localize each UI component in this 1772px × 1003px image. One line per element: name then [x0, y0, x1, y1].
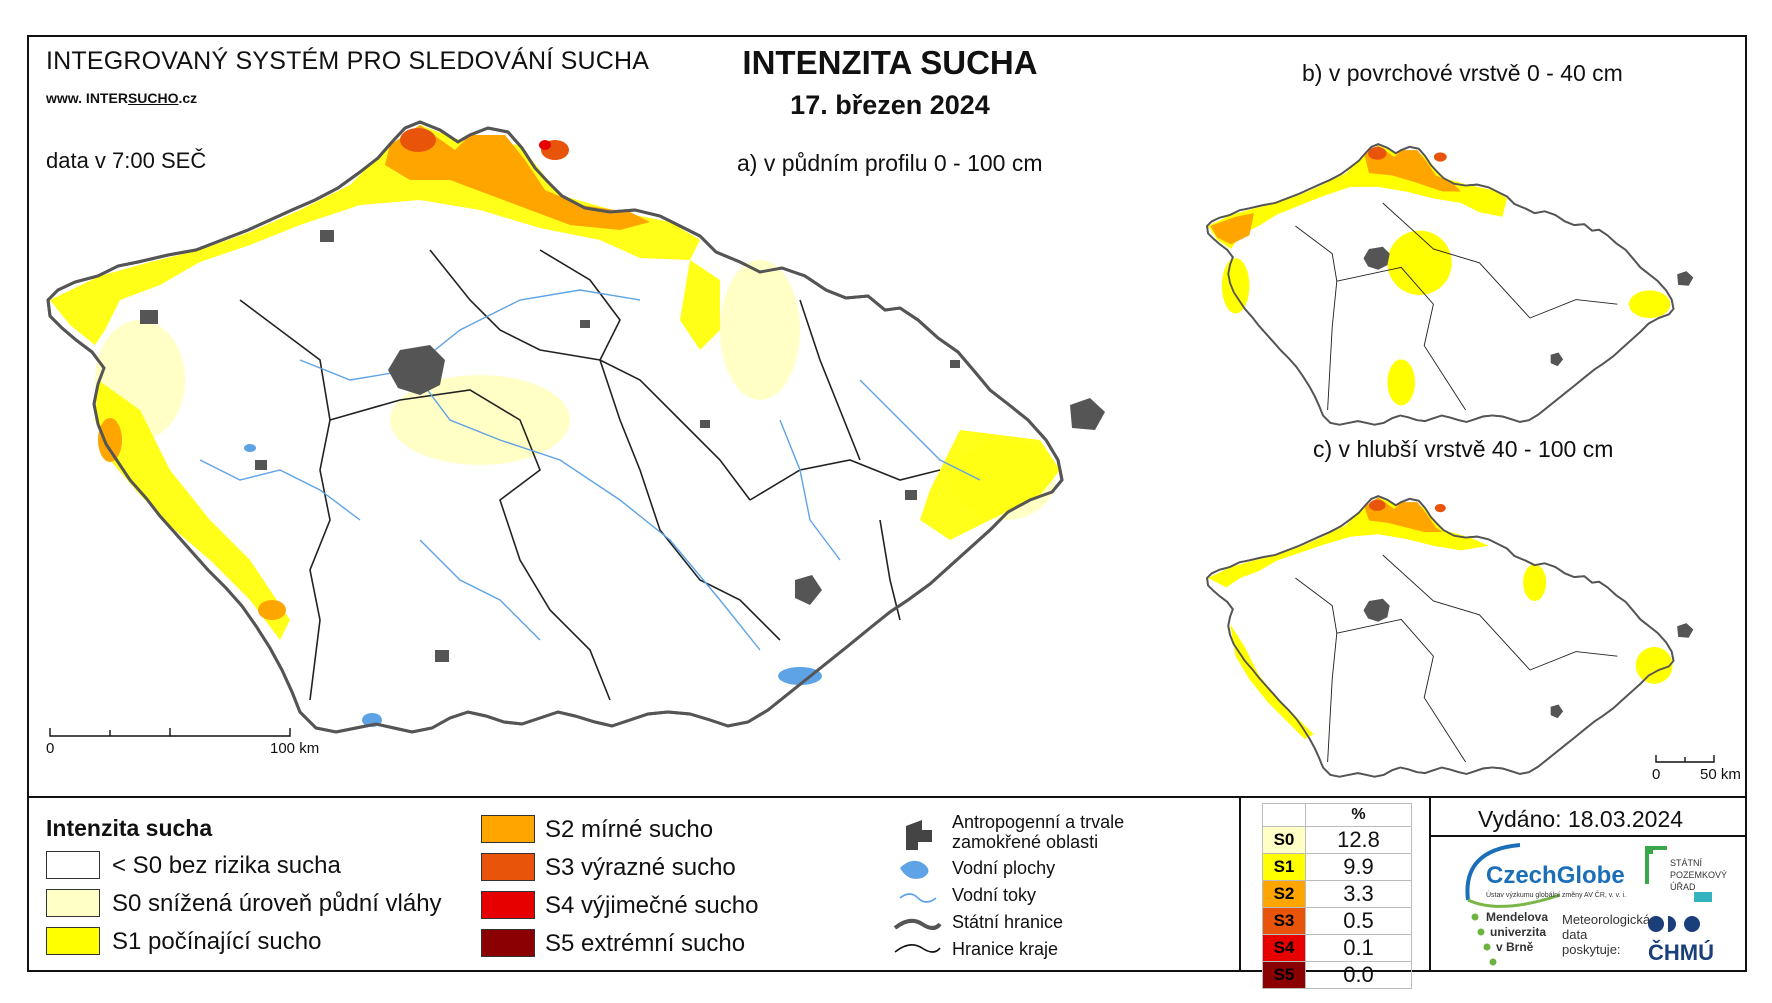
legend-swatch-s5 — [481, 929, 535, 957]
legend-label-s5: S5 extrémní sucho — [545, 930, 746, 957]
map-b-surface — [1206, 143, 1694, 426]
table-header-percent: % — [1305, 803, 1412, 827]
legend-swatch-s4 — [481, 891, 535, 919]
mendel-line-2: univerzita — [1490, 925, 1547, 939]
scale-main-start: 0 — [46, 740, 55, 757]
state-border-icon — [893, 918, 942, 930]
table-header-row: % — [1262, 803, 1412, 827]
system-name: INTEGROVANÝ SYSTÉM PRO SLEDOVÁNÍ SUCHA — [46, 47, 650, 75]
legend-swatch-none — [46, 851, 100, 879]
footer-dividers — [27, 796, 1747, 972]
legend-region-border-label: Hranice kraje — [952, 939, 1059, 959]
scale-main-end: 100 km — [270, 740, 320, 757]
legend-label-s1: S1 počínající sucho — [112, 928, 322, 955]
legend-label-s2: S2 mírné sucho — [545, 816, 714, 843]
table-row: S0 12.8 — [1262, 826, 1412, 854]
legend-urban-label-1: Antropogenní a trvale — [952, 812, 1125, 832]
met-line-3: poskytuje: — [1562, 942, 1621, 957]
table-row: S4 0.1 — [1262, 934, 1412, 962]
table-code-s3: S3 — [1262, 907, 1306, 935]
chmu-logo[interactable] — [1648, 916, 1700, 932]
table-value-s1: 9.9 — [1305, 853, 1412, 881]
map-date: 17. březen 2024 — [790, 90, 990, 120]
legend-state-border-label: Státní hranice — [952, 912, 1064, 932]
spu-line-2: POZEMKOVÝ — [1670, 870, 1728, 880]
urban-areas — [140, 230, 1105, 662]
table-value-s5: 0.0 — [1305, 961, 1412, 989]
table-row: S1 9.9 — [1262, 853, 1412, 881]
data-time: data v 7:00 SEČ — [46, 148, 207, 173]
scale-bar-small — [1655, 755, 1715, 763]
czechglobe-subtitle: Ústav výzkumu globální změny AV ČR, v. v… — [1486, 892, 1627, 899]
rivers — [199, 289, 981, 651]
mendel-line-3: v Brně — [1496, 940, 1534, 954]
table-code-s0: S0 — [1262, 826, 1306, 854]
met-line-1: Meteorologická — [1562, 912, 1651, 927]
map-c-deep — [1206, 495, 1694, 778]
legend-swatch-s1 — [46, 927, 100, 955]
map-a-label: a) v půdním profilu 0 - 100 cm — [737, 150, 1043, 176]
scale-bar-main — [49, 728, 291, 737]
czechglobe-name: CzechGlobe — [1486, 862, 1625, 889]
table-code-s1: S1 — [1262, 853, 1306, 881]
mendel-line-1: Mendelova — [1486, 910, 1549, 924]
map-b-label: b) v povrchové vrstvě 0 - 40 cm — [1302, 60, 1623, 86]
table-value-s3: 0.5 — [1305, 907, 1412, 935]
chmu-name: ČHMÚ — [1648, 940, 1714, 965]
spu-logo[interactable] — [1645, 846, 1712, 902]
table-row: S2 3.3 — [1262, 880, 1412, 908]
legend-swatch-s2 — [481, 815, 535, 843]
table-code-s5: S5 — [1262, 961, 1306, 989]
table-value-s0: 12.8 — [1305, 826, 1412, 854]
legend-label-s0: S0 snížená úroveň půdní vláhy — [112, 890, 442, 917]
legend-water-label: Vodní plochy — [952, 858, 1056, 878]
s2-zones — [98, 125, 650, 620]
water-body-icon — [900, 860, 929, 879]
urban-area-icon — [906, 820, 932, 850]
spu-line-1: STÁTNÍ — [1670, 858, 1703, 868]
table-code-s2: S2 — [1262, 880, 1306, 908]
s4-zones — [539, 140, 551, 150]
drought-percentage-table: % S0 12.8 S1 9.9 S2 3.3 S3 0.5 S4 0.1 S5 0.0 — [1262, 803, 1412, 989]
table-row: S3 0.5 — [1262, 907, 1412, 935]
legend-river-label: Vodní toky — [952, 885, 1037, 905]
map-c-label: c) v hlubší vrstvě 40 - 100 cm — [1313, 436, 1614, 462]
scale-small-end: 50 km — [1700, 766, 1741, 783]
table-row: S5 0.0 — [1262, 961, 1412, 989]
scale-small-start: 0 — [1652, 766, 1661, 783]
water-bodies — [244, 444, 822, 727]
website-link[interactable]: www. INTERSUCHO.cz — [46, 90, 198, 106]
legend-swatch-s3 — [481, 853, 535, 881]
legend-label-s3: S3 výrazné sucho — [545, 854, 736, 881]
legend-label-none: < S0 bez rizika sucha — [112, 852, 341, 879]
region-borders — [239, 249, 941, 701]
region-border-icon — [894, 944, 941, 953]
czechglobe-logo[interactable] — [1465, 843, 1561, 908]
legend-label-s4: S4 výjimečné sucho — [545, 892, 759, 919]
issued-date: Vydáno: 18.03.2024 — [1478, 806, 1684, 832]
legend-swatch-s0 — [46, 889, 100, 917]
spu-line-3: ÚŘAD — [1670, 882, 1696, 892]
map-title: INTENZITA SUCHA — [742, 44, 1038, 81]
table-code-s4: S4 — [1262, 934, 1306, 962]
legend-urban-label-2: zamokřené oblasti — [952, 832, 1099, 852]
legend-title: Intenzita sucha — [46, 815, 213, 841]
met-line-2: data — [1562, 927, 1588, 942]
main-drought-map — [46, 120, 1105, 734]
mendel-logo[interactable] — [1471, 913, 1497, 966]
table-value-s2: 3.3 — [1305, 880, 1412, 908]
table-value-s4: 0.1 — [1305, 934, 1412, 962]
river-icon — [899, 893, 937, 903]
